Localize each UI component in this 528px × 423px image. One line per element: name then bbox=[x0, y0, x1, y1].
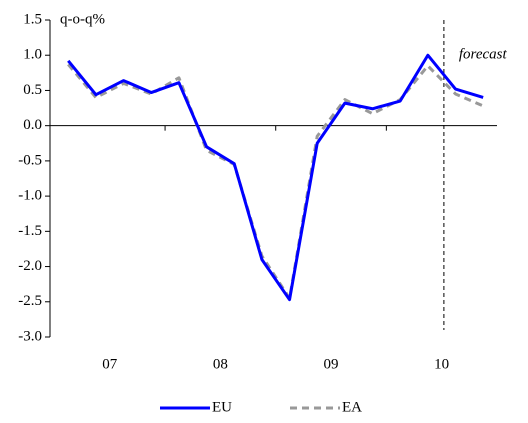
series-line bbox=[67, 53, 484, 302]
x-tick-label: 08 bbox=[213, 356, 228, 372]
y-tick-label: 0.5 bbox=[23, 82, 42, 98]
y-tick-label: -2.0 bbox=[18, 258, 42, 274]
y-tick-label: 1.0 bbox=[23, 47, 42, 63]
x-tick-label: 07 bbox=[102, 356, 118, 372]
y-tick-label: -1.0 bbox=[18, 188, 42, 204]
legend-label: EA bbox=[342, 399, 362, 415]
legend-label: EU bbox=[212, 399, 232, 415]
series-line bbox=[67, 63, 484, 300]
x-tick-label: 10 bbox=[434, 356, 449, 372]
y-tick-label: -1.5 bbox=[18, 223, 42, 239]
forecast-label: forecast bbox=[459, 46, 508, 62]
y-tick-label: -3.0 bbox=[18, 328, 42, 344]
x-tick-label: 09 bbox=[324, 356, 339, 372]
y-tick-label: -2.5 bbox=[18, 293, 42, 309]
y-axis-label: q-o-q% bbox=[60, 11, 105, 27]
y-tick-label: 1.5 bbox=[23, 11, 42, 27]
y-tick-label: -0.5 bbox=[18, 152, 42, 168]
y-tick-label: 0.0 bbox=[23, 117, 42, 133]
